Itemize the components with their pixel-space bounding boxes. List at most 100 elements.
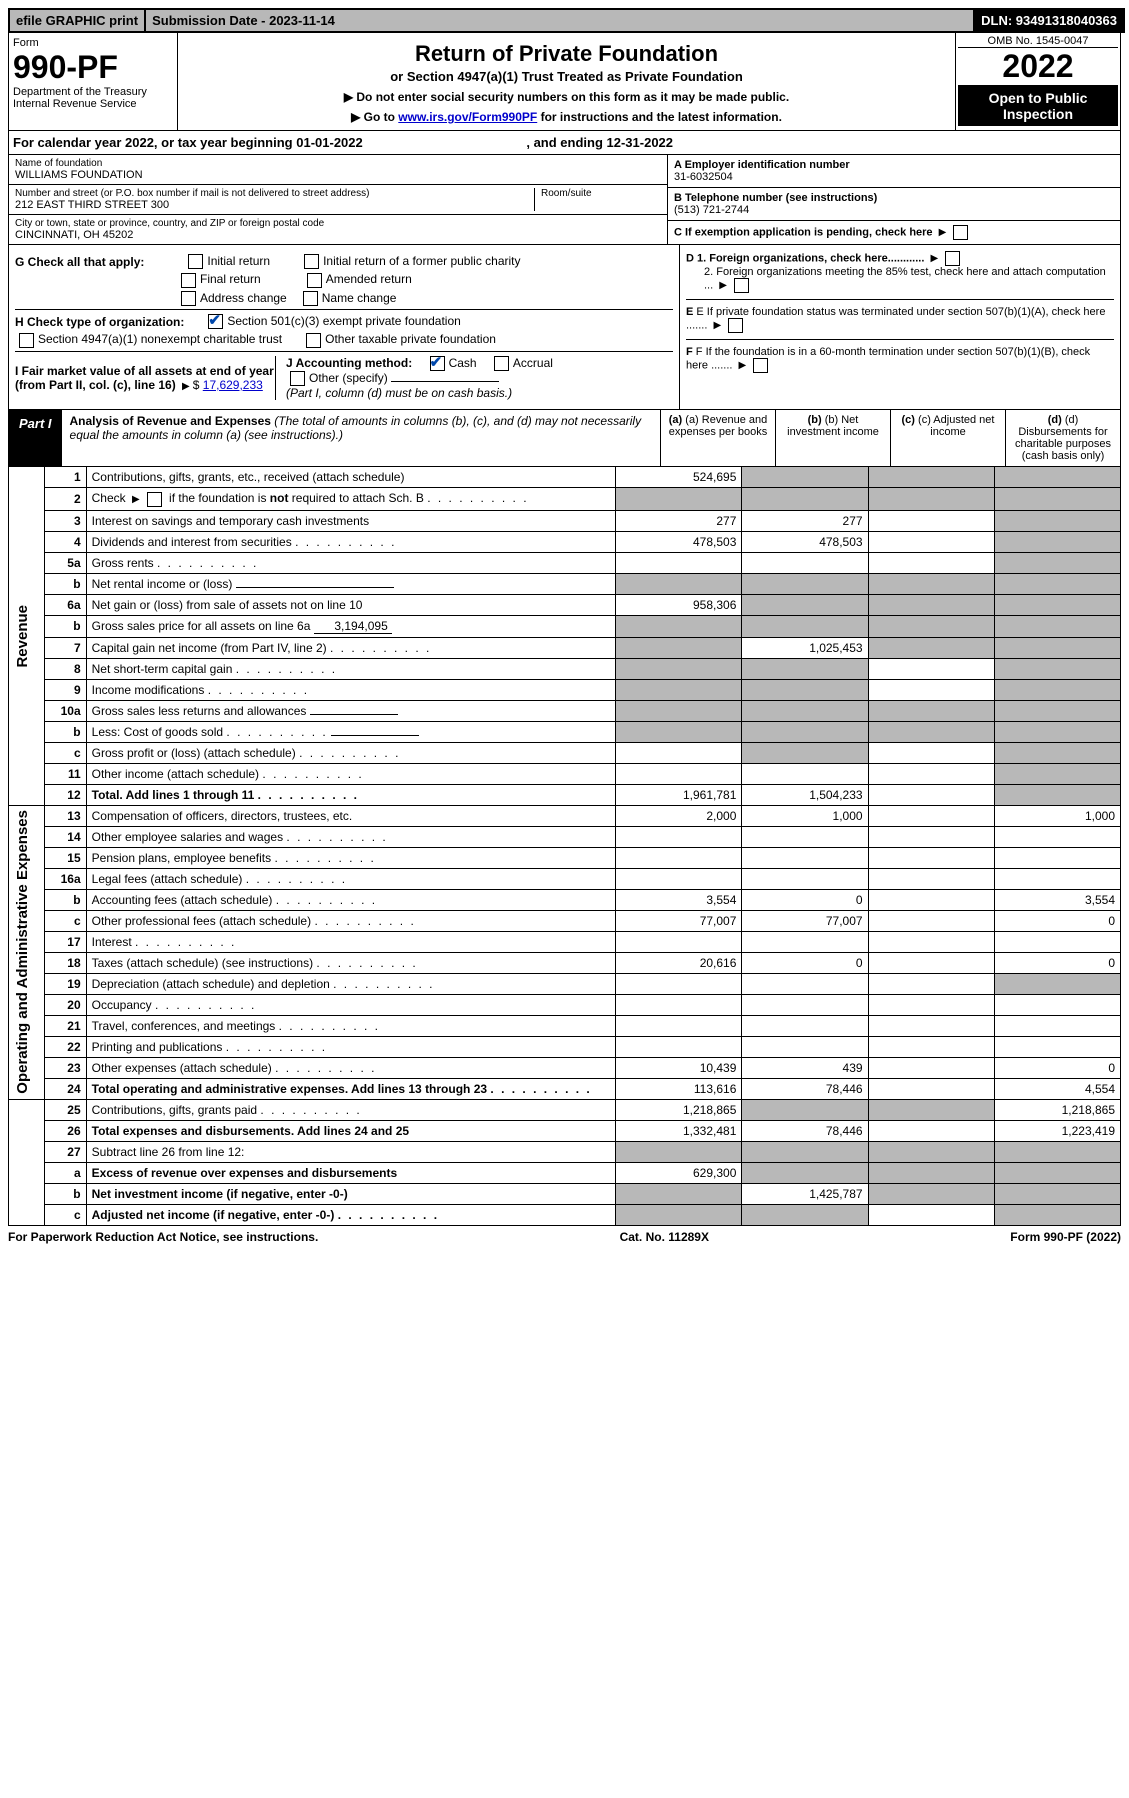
expenses-side-label: Operating and Administrative Expenses: [14, 810, 31, 1094]
line-6b-value: 3,194,095: [314, 619, 392, 634]
part1-label: Part I: [9, 410, 62, 466]
checkbox-cash[interactable]: [430, 356, 445, 371]
fmv-value[interactable]: 17,629,233: [203, 378, 263, 392]
table-row: 5aGross rents: [9, 552, 1121, 573]
part1-desc: Analysis of Revenue and Expenses (The to…: [62, 410, 661, 466]
table-row: 11Other income (attach schedule): [9, 763, 1121, 784]
revenue-side-label: Revenue: [14, 605, 31, 668]
table-row: 24Total operating and administrative exp…: [9, 1078, 1121, 1099]
tax-year: 2022: [958, 47, 1118, 86]
table-row: 27Subtract line 26 from line 12:: [9, 1141, 1121, 1162]
exemption-pending-cell: C If exemption application is pending, c…: [668, 221, 1120, 244]
table-row: cOther professional fees (attach schedul…: [9, 910, 1121, 931]
form-title: Return of Private Foundation: [184, 41, 949, 67]
table-row: Operating and Administrative Expenses 13…: [9, 805, 1121, 826]
table-row: 15Pension plans, employee benefits: [9, 847, 1121, 868]
h-row: H Check type of organization: Section 50…: [15, 309, 673, 329]
arrow-icon: [930, 252, 938, 264]
table-row: 7Capital gain net income (from Part IV, …: [9, 637, 1121, 658]
form-ref: Form 990-PF (2022): [1010, 1230, 1121, 1244]
f-row: F F If the foundation is in a 60-month t…: [686, 339, 1114, 373]
telephone-cell: B Telephone number (see instructions) (5…: [668, 188, 1120, 221]
checkbox-name-change[interactable]: [303, 291, 318, 306]
checkbox-address-change[interactable]: [181, 291, 196, 306]
part1-table: Revenue 1 Contributions, gifts, grants, …: [8, 467, 1121, 1225]
d1-row: D 1. Foreign organizations, check here..…: [686, 251, 1114, 266]
foundation-name-cell: Name of foundation WILLIAMS FOUNDATION: [9, 155, 667, 185]
table-row: bLess: Cost of goods sold: [9, 721, 1121, 742]
table-row: 21Travel, conferences, and meetings: [9, 1015, 1121, 1036]
table-row: 18Taxes (attach schedule) (see instructi…: [9, 952, 1121, 973]
omb-number: OMB No. 1545-0047: [958, 35, 1118, 47]
instr-1: ▶ Do not enter social security numbers o…: [184, 90, 949, 104]
table-row: 23Other expenses (attach schedule) 10,43…: [9, 1057, 1121, 1078]
top-bar: efile GRAPHIC print Submission Date - 20…: [8, 8, 1125, 33]
checkbox-accrual[interactable]: [494, 356, 509, 371]
ein-cell: A Employer identification number 31-6032…: [668, 155, 1120, 188]
table-row: bNet investment income (if negative, ent…: [9, 1183, 1121, 1204]
catalog-number: Cat. No. 11289X: [620, 1230, 709, 1244]
form-label: Form: [13, 37, 173, 49]
foundation-name: WILLIAMS FOUNDATION: [15, 169, 661, 181]
col-d-head: (d) (d) Disbursements for charitable pur…: [1006, 410, 1120, 466]
address-cell: Number and street (or P.O. box number if…: [9, 185, 667, 215]
table-row: 6aNet gain or (loss) from sale of assets…: [9, 594, 1121, 615]
checkbox-initial-return[interactable]: [188, 254, 203, 269]
table-row: 3Interest on savings and temporary cash …: [9, 510, 1121, 531]
checkbox-d2[interactable]: [734, 278, 749, 293]
table-row: 16aLegal fees (attach schedule): [9, 868, 1121, 889]
checkbox-initial-former[interactable]: [304, 254, 319, 269]
telephone-value: (513) 721-2744: [674, 204, 1114, 216]
checkbox-501c3[interactable]: [208, 314, 223, 329]
d2-row: 2. Foreign organizations meeting the 85%…: [686, 266, 1114, 293]
dept-treasury: Department of the Treasury: [13, 86, 173, 98]
form-url-link[interactable]: www.irs.gov/Form990PF: [398, 110, 537, 124]
checkbox-e[interactable]: [728, 318, 743, 333]
checkbox-other-taxable[interactable]: [306, 333, 321, 348]
arrow-icon: [719, 279, 727, 291]
efile-label[interactable]: efile GRAPHIC print: [10, 10, 146, 31]
checkbox-4947[interactable]: [19, 333, 34, 348]
checkbox-f[interactable]: [753, 358, 768, 373]
table-row: 2Check if the foundation is not required…: [9, 488, 1121, 510]
col-c-head: (c) (c) Adjusted net income: [891, 410, 1006, 466]
part1-header: Part I Analysis of Revenue and Expenses …: [8, 410, 1121, 467]
irs-label: Internal Revenue Service: [13, 98, 173, 110]
tax-year-begin: 01-01-2022: [296, 135, 363, 150]
tax-year-end: 12-31-2022: [607, 135, 674, 150]
table-row: 26Total expenses and disbursements. Add …: [9, 1120, 1121, 1141]
table-row: 4Dividends and interest from securities …: [9, 531, 1121, 552]
j-note: (Part I, column (d) must be on cash basi…: [286, 386, 673, 400]
instr-2: ▶ Go to www.irs.gov/Form990PF for instru…: [184, 110, 949, 124]
calendar-year-row: For calendar year 2022, or tax year begi…: [8, 131, 1121, 155]
submission-date: Submission Date - 2023-11-14: [146, 10, 975, 31]
table-row: 9Income modifications: [9, 679, 1121, 700]
checkbox-final-return[interactable]: [181, 273, 196, 288]
form-number: 990-PF: [13, 49, 173, 86]
table-row: cAdjusted net income (if negative, enter…: [9, 1204, 1121, 1225]
street-address: 212 EAST THIRD STREET 300: [15, 199, 534, 211]
table-row: 25Contributions, gifts, grants paid 1,21…: [9, 1099, 1121, 1120]
col-b-head: (b) (b) Net investment income: [776, 410, 891, 466]
table-row: bGross sales price for all assets on lin…: [9, 615, 1121, 637]
table-row: 20Occupancy: [9, 994, 1121, 1015]
page-footer: For Paperwork Reduction Act Notice, see …: [8, 1226, 1121, 1248]
header-left: Form 990-PF Department of the Treasury I…: [9, 33, 178, 130]
header-center: Return of Private Foundation or Section …: [178, 33, 956, 130]
checkbox-amended-return[interactable]: [307, 273, 322, 288]
checkbox-c[interactable]: [953, 225, 968, 240]
table-row: 12Total. Add lines 1 through 11 1,961,78…: [9, 784, 1121, 805]
checkbox-other-method[interactable]: [290, 371, 305, 386]
table-row: bNet rental income or (loss): [9, 573, 1121, 594]
table-row: 22Printing and publications: [9, 1036, 1121, 1057]
table-row: 14Other employee salaries and wages: [9, 826, 1121, 847]
paperwork-notice: For Paperwork Reduction Act Notice, see …: [8, 1230, 318, 1244]
checkbox-d1[interactable]: [945, 251, 960, 266]
city-cell: City or town, state or province, country…: [9, 215, 667, 244]
city-state-zip: CINCINNATI, OH 45202: [15, 229, 661, 241]
checks-section: G Check all that apply: Initial return I…: [8, 245, 1121, 410]
table-row: aExcess of revenue over expenses and dis…: [9, 1162, 1121, 1183]
table-row: Revenue 1 Contributions, gifts, grants, …: [9, 467, 1121, 488]
room-suite-label: Room/suite: [541, 188, 661, 199]
checkbox-sch-b[interactable]: [147, 492, 162, 507]
